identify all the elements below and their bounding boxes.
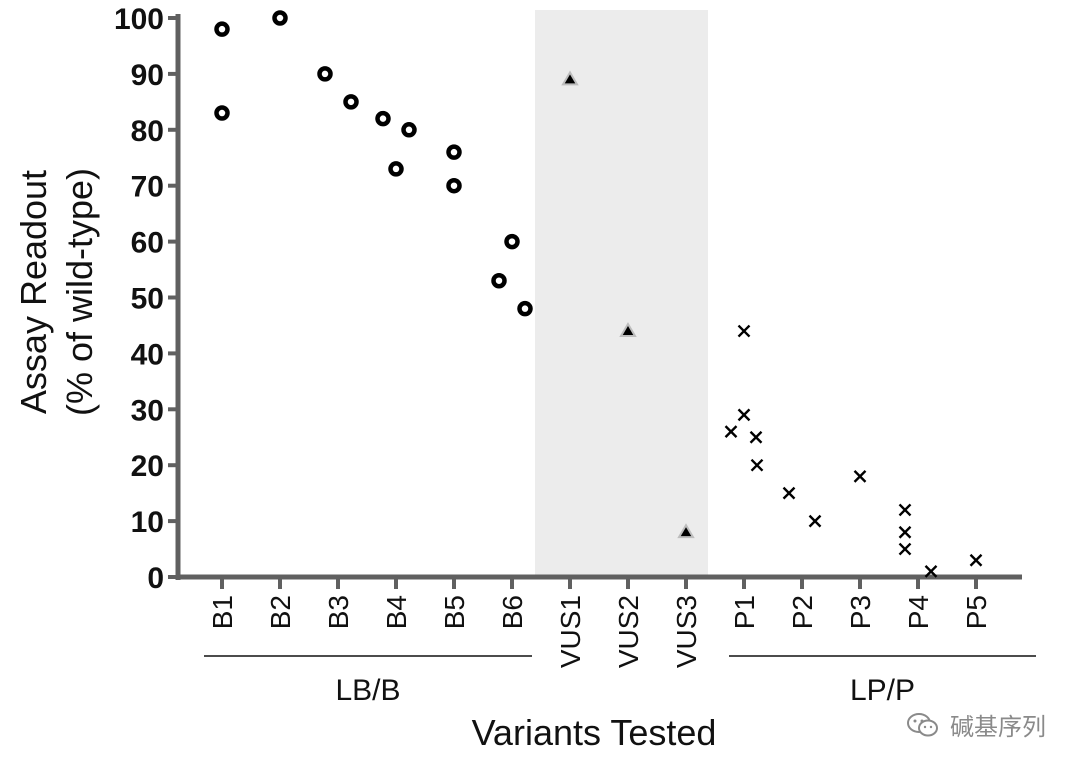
point-p1-4-b	[750, 458, 764, 472]
point-p3-7-b	[853, 470, 867, 483]
watermark: 碱基序列	[906, 707, 1046, 742]
point-b1-0	[214, 21, 230, 37]
point-b5-9	[446, 177, 462, 194]
point-p2-6-b	[808, 514, 822, 528]
x-tick-label-p4: P4	[903, 595, 934, 629]
x-tick-label-vus1: VUS1	[555, 595, 586, 668]
point-p4-11-b	[924, 565, 938, 578]
y-axis-title: Assay Readout (% of wild-type)	[13, 168, 100, 416]
point-p1-2-b	[724, 425, 738, 439]
point-p1-3-b	[749, 430, 763, 444]
group-label-lp-p: LP/P	[850, 674, 915, 707]
point-b6-11	[491, 272, 507, 289]
point-p5-12-b	[969, 553, 983, 567]
vus-shaded-region-layer	[535, 10, 708, 577]
point-p4-9	[898, 525, 912, 539]
y-tick-label-60: 60	[131, 227, 164, 260]
y-tick-label-40: 40	[131, 338, 164, 371]
y-tick-label-20: 20	[131, 450, 164, 483]
x-tick-label-b3: B3	[323, 595, 354, 629]
x-tick-label-p3: P3	[845, 595, 876, 629]
point-vus2-1	[619, 322, 637, 337]
point-b4-7	[388, 161, 404, 177]
y-tick-label-50: 50	[131, 283, 164, 316]
point-p4-8-b	[898, 503, 912, 517]
y-tick-label-0: 0	[147, 562, 164, 595]
point-p5-12	[969, 553, 983, 567]
y-tick-label-100: 100	[114, 3, 164, 36]
x-tick-label-vus3: VUS3	[671, 595, 702, 668]
point-p1-2	[724, 425, 738, 439]
tick-labels: 0 10 20 30 40 50 60 70 80 90 100 B1 B2 B3 B4 B5 B6 VUS1 VU…	[114, 3, 992, 707]
x-tick-label-p1: P1	[729, 595, 760, 629]
point-p1-1-b	[737, 408, 751, 422]
x-tick-label-b2: B2	[265, 595, 296, 629]
group-label-lb-b: LB/B	[335, 674, 400, 707]
point-p4-10-b	[898, 542, 912, 556]
point-b1-1	[214, 105, 230, 121]
point-p1-3	[749, 430, 763, 444]
y-axis-title-line1: Assay Readout	[13, 170, 54, 414]
y-tick-label-90: 90	[131, 59, 164, 92]
point-p2-5-b	[782, 486, 796, 500]
y-tick-label-10: 10	[131, 506, 164, 539]
point-b2-2	[272, 10, 288, 26]
vus-shaded-region	[535, 10, 708, 577]
point-p2-5	[782, 486, 796, 500]
point-b4-6	[401, 122, 417, 138]
x-tick-label-vus2: VUS2	[613, 595, 644, 668]
point-p4-10	[898, 542, 912, 556]
x-tick-label-b6: B6	[497, 595, 528, 629]
wechat-icon	[907, 712, 938, 736]
point-p4-11	[924, 565, 938, 578]
point-b4-5	[375, 110, 391, 127]
x-tick-label-p5: P5	[961, 595, 992, 629]
point-p2-6	[808, 514, 822, 528]
point-p1-1	[737, 408, 751, 422]
x-tick-label-p2: P2	[787, 595, 818, 629]
x-axis-title: Variants Tested	[472, 712, 717, 753]
point-p4-9-b	[898, 525, 912, 539]
point-p1-0-b	[737, 324, 751, 338]
point-b6-12	[517, 300, 533, 317]
x-tick-label-b4: B4	[381, 595, 412, 629]
y-tick-label-80: 80	[131, 115, 164, 148]
point-p3-7	[853, 470, 867, 483]
x-tick-label-b5: B5	[439, 595, 470, 629]
point-b3-3	[317, 66, 333, 82]
point-b5-8	[446, 144, 462, 160]
point-p1-0	[737, 324, 751, 338]
point-vus1-0	[561, 70, 579, 86]
point-b3-4	[343, 94, 359, 110]
y-axis-title-line2: (% of wild-type)	[59, 168, 100, 416]
point-p4-8	[898, 503, 912, 517]
x-tick-label-b1: B1	[207, 595, 238, 629]
point-b6-10	[504, 233, 520, 250]
axes	[168, 14, 1036, 657]
y-tick-label-70: 70	[131, 171, 164, 204]
y-tick-label-30: 30	[131, 394, 164, 427]
watermark-text: 碱基序列	[950, 713, 1046, 741]
point-p1-4	[750, 458, 764, 472]
point-vus3-2	[677, 523, 695, 539]
data-points	[214, 10, 983, 578]
